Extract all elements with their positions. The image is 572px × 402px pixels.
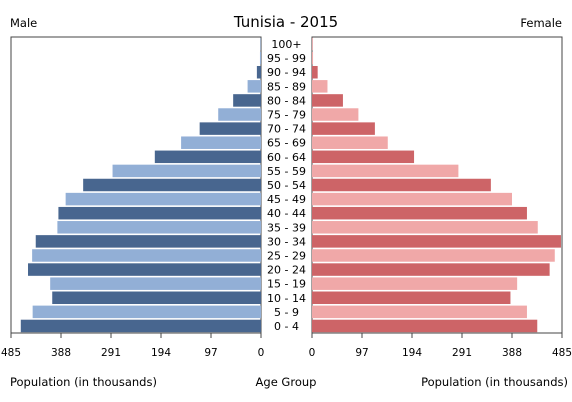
male-bar — [28, 263, 262, 276]
age-group-label: 0 - 4 — [274, 320, 299, 333]
age-group-label: 60 - 64 — [267, 151, 306, 164]
female-bar — [312, 178, 491, 192]
male-bar — [20, 319, 261, 333]
female-bar — [312, 94, 343, 107]
age-group-label: 80 - 84 — [267, 94, 306, 107]
x-tick-label: 388 — [502, 347, 522, 359]
male-bars — [20, 37, 262, 333]
male-bar — [65, 192, 261, 206]
female-bar — [312, 80, 328, 93]
female-bar — [312, 291, 511, 305]
age-group-label: 95 - 99 — [267, 52, 306, 65]
female-bar — [312, 150, 415, 164]
female-bar — [312, 136, 388, 149]
x-tick-label: 0 — [309, 347, 316, 359]
age-group-label: 45 - 49 — [267, 193, 306, 206]
male-bar — [199, 122, 261, 135]
age-group-label: 10 - 14 — [267, 292, 306, 305]
female-bar — [312, 122, 375, 135]
male-bar — [259, 51, 261, 65]
male-bar — [260, 37, 261, 51]
male-bar — [52, 291, 261, 305]
x-tick-label: 485 — [1, 347, 21, 359]
male-bar — [58, 206, 261, 220]
x-tick-label: 485 — [552, 347, 572, 359]
x-tick-label: 194 — [402, 347, 422, 359]
x-tick-label: 194 — [151, 347, 171, 359]
age-group-label: 35 - 39 — [267, 221, 306, 234]
male-bar — [35, 235, 261, 248]
female-bar — [312, 192, 512, 206]
male-bar — [218, 108, 261, 121]
x-tick-label: 0 — [258, 347, 265, 359]
female-x-axis-label: Population (in thousands) — [421, 375, 568, 389]
female-bar — [312, 164, 459, 178]
male-bar — [50, 277, 262, 290]
male-bar — [154, 150, 261, 164]
female-bar — [312, 235, 561, 248]
age-group-label: 70 - 74 — [267, 123, 306, 136]
age-group-label: 15 - 19 — [267, 278, 306, 291]
age-group-label: 55 - 59 — [267, 165, 306, 178]
female-bar — [312, 221, 538, 234]
female-bar — [312, 65, 318, 79]
male-bar — [256, 65, 261, 79]
male-bar — [83, 178, 261, 192]
male-bar — [57, 221, 261, 234]
age-group-label: 85 - 89 — [267, 80, 306, 93]
x-tick-label: 97 — [204, 347, 217, 359]
x-tick-label: 291 — [452, 347, 472, 359]
x-tick-label: 97 — [355, 347, 368, 359]
chart-title: Tunisia - 2015 — [233, 13, 338, 31]
male-bar — [112, 164, 261, 178]
age-group-label: 75 - 79 — [267, 109, 306, 122]
female-bar — [312, 319, 538, 333]
age-group-label: 65 - 69 — [267, 137, 306, 150]
female-bar — [312, 277, 518, 290]
male-bar — [181, 136, 261, 149]
x-tick-label: 388 — [51, 347, 71, 359]
age-group-label: 25 - 29 — [267, 249, 306, 262]
male-bar — [32, 249, 261, 262]
female-label: Female — [520, 16, 562, 30]
male-bar — [32, 305, 262, 319]
female-bar — [312, 305, 527, 319]
age-group-label: 20 - 24 — [267, 264, 306, 277]
age-group-label: 100+ — [271, 38, 301, 51]
male-x-axis-label: Population (in thousands) — [10, 375, 157, 389]
male-label: Male — [10, 16, 37, 30]
age-group-axis-label: Age Group — [256, 375, 317, 389]
female-bar — [312, 206, 527, 220]
female-bars — [312, 37, 561, 333]
female-bar — [312, 249, 555, 262]
female-bar — [312, 37, 313, 51]
age-group-label: 90 - 94 — [267, 66, 306, 79]
female-bar — [312, 263, 550, 276]
age-group-label: 50 - 54 — [267, 179, 306, 192]
x-axis-ticks: 485 388 291 194 97 0 0 97 194 291 388 485 — [1, 333, 572, 359]
male-bar — [247, 80, 261, 93]
female-bar — [312, 108, 359, 121]
x-tick-label: 291 — [101, 347, 121, 359]
female-bar — [312, 51, 314, 65]
age-group-label: 40 - 44 — [267, 207, 306, 220]
male-bar — [233, 94, 261, 107]
age-group-label: 5 - 9 — [274, 306, 299, 319]
age-group-label: 30 - 34 — [267, 235, 306, 248]
